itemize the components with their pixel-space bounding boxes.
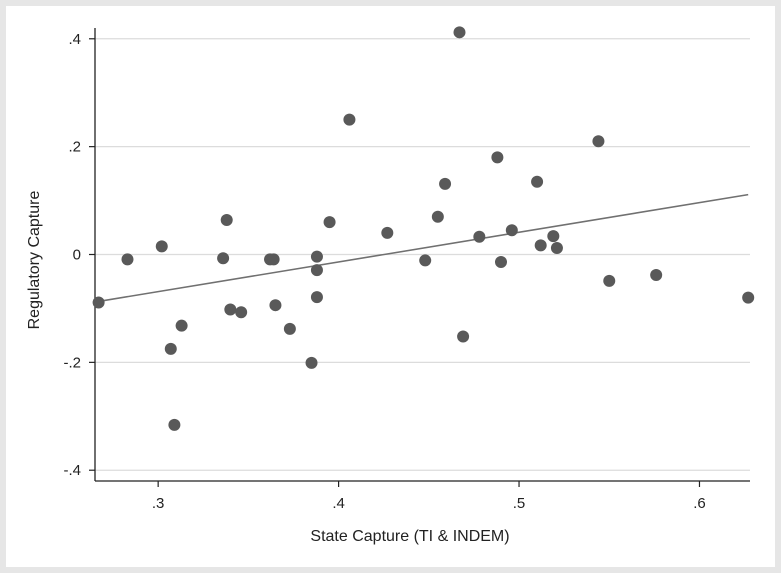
scatter-point: [269, 299, 282, 312]
scatter-point: [473, 230, 486, 243]
scatter-point: [505, 224, 518, 237]
y-tick-label: -.2: [63, 354, 81, 371]
y-axis-title: Regulatory Capture: [26, 191, 43, 330]
y-tick-label: .4: [68, 31, 81, 48]
scatter-point: [343, 113, 356, 126]
x-tick-label: .6: [693, 495, 706, 512]
scatter-point: [175, 319, 188, 332]
scatter-point: [419, 254, 432, 267]
scatter-point: [220, 213, 233, 226]
axes: [89, 28, 750, 487]
scatter-point: [431, 210, 444, 223]
scatter-point: [168, 418, 181, 431]
scatter-point: [305, 356, 318, 369]
scatter-point: [547, 230, 560, 243]
x-tick-label: .4: [332, 495, 345, 512]
scatter-point: [650, 268, 663, 281]
scatter-point: [164, 342, 177, 355]
scatter-point: [491, 151, 504, 164]
scatter-point: [494, 256, 507, 269]
scatter-point: [592, 135, 605, 148]
scatter-point: [310, 250, 323, 263]
fit-line-layer: [98, 193, 749, 303]
fit-line: [98, 193, 749, 303]
scatter-point: [323, 216, 336, 229]
scatter-point: [310, 291, 323, 304]
y-tick-label: 0: [73, 247, 81, 264]
scatter-point: [439, 177, 452, 190]
scatter-point: [603, 274, 616, 287]
scatter-point: [217, 252, 230, 265]
grid-lines: [95, 38, 750, 471]
x-tick-label: .5: [513, 495, 526, 512]
tick-labels: -.4 -.2 0 .2 .4 .3 .4 .5 .6: [63, 31, 705, 512]
scatter-point: [283, 322, 296, 335]
scatter-point: [381, 226, 394, 239]
scatter-point: [121, 253, 134, 266]
scatter-point: [235, 306, 248, 319]
scatter-point: [457, 330, 470, 343]
scatter-point: [224, 303, 237, 316]
scatter-points: [92, 26, 755, 431]
scatter-point: [267, 253, 280, 266]
x-tick-label: .3: [152, 495, 165, 512]
scatter-point: [453, 26, 466, 39]
scatter-point: [155, 240, 168, 253]
scatter-point: [742, 291, 755, 304]
scatter-point: [310, 264, 323, 277]
scatter-point: [550, 242, 563, 255]
x-axis-title: State Capture (TI & INDEM): [310, 528, 509, 545]
scatter-point: [92, 296, 105, 309]
scatter-point: [531, 175, 544, 188]
scatter-point: [534, 239, 547, 252]
y-tick-label: -.4: [63, 462, 81, 479]
y-tick-label: .2: [68, 139, 81, 156]
